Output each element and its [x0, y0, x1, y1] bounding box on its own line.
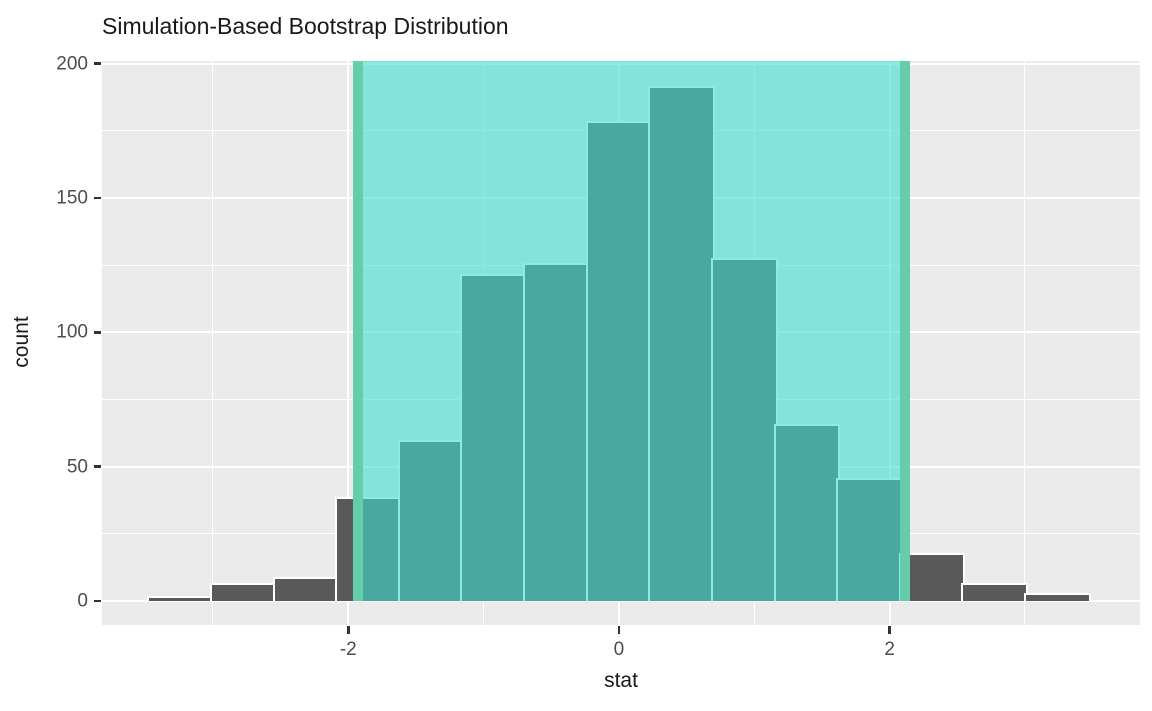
y-tick-label: 150	[56, 187, 88, 209]
x-axis-title: stat	[604, 669, 638, 692]
x-tick-label: 0	[613, 639, 625, 660]
y-tick-mark	[93, 465, 101, 468]
y-tick-mark	[93, 196, 101, 200]
y-tick-mark	[93, 331, 101, 334]
y-tick-label: 0	[77, 590, 88, 612]
y-tick-label: 50	[66, 456, 88, 478]
y-tick-mark	[93, 599, 101, 603]
y-axis-title: count	[10, 316, 33, 368]
histogram-bar	[209, 582, 277, 601]
x-major-gridline	[347, 61, 350, 625]
histogram-bar	[272, 577, 340, 601]
chart-title: Simulation-Based Bootstrap Distribution	[102, 13, 509, 39]
x-tick-label: -2	[339, 639, 357, 660]
x-tick-label: 2	[884, 639, 895, 660]
ci-lower-line	[352, 61, 363, 601]
plot-panel	[102, 61, 1140, 625]
x-tick-mark	[888, 626, 891, 634]
histogram-bar	[961, 582, 1028, 601]
histogram-bar	[147, 596, 214, 601]
y-tick-label: 200	[56, 53, 88, 75]
ci-upper-line	[899, 61, 910, 601]
x-tick-mark	[347, 626, 350, 634]
y-tick-label: 100	[56, 321, 88, 343]
y-tick-mark	[93, 62, 101, 65]
x-minor-gridline	[212, 61, 214, 625]
histogram-bar	[1024, 593, 1091, 601]
ci-shade-region	[357, 61, 905, 601]
x-tick-mark	[617, 626, 621, 634]
y-major-gridline	[102, 599, 1140, 602]
x-minor-gridline	[1024, 61, 1026, 625]
